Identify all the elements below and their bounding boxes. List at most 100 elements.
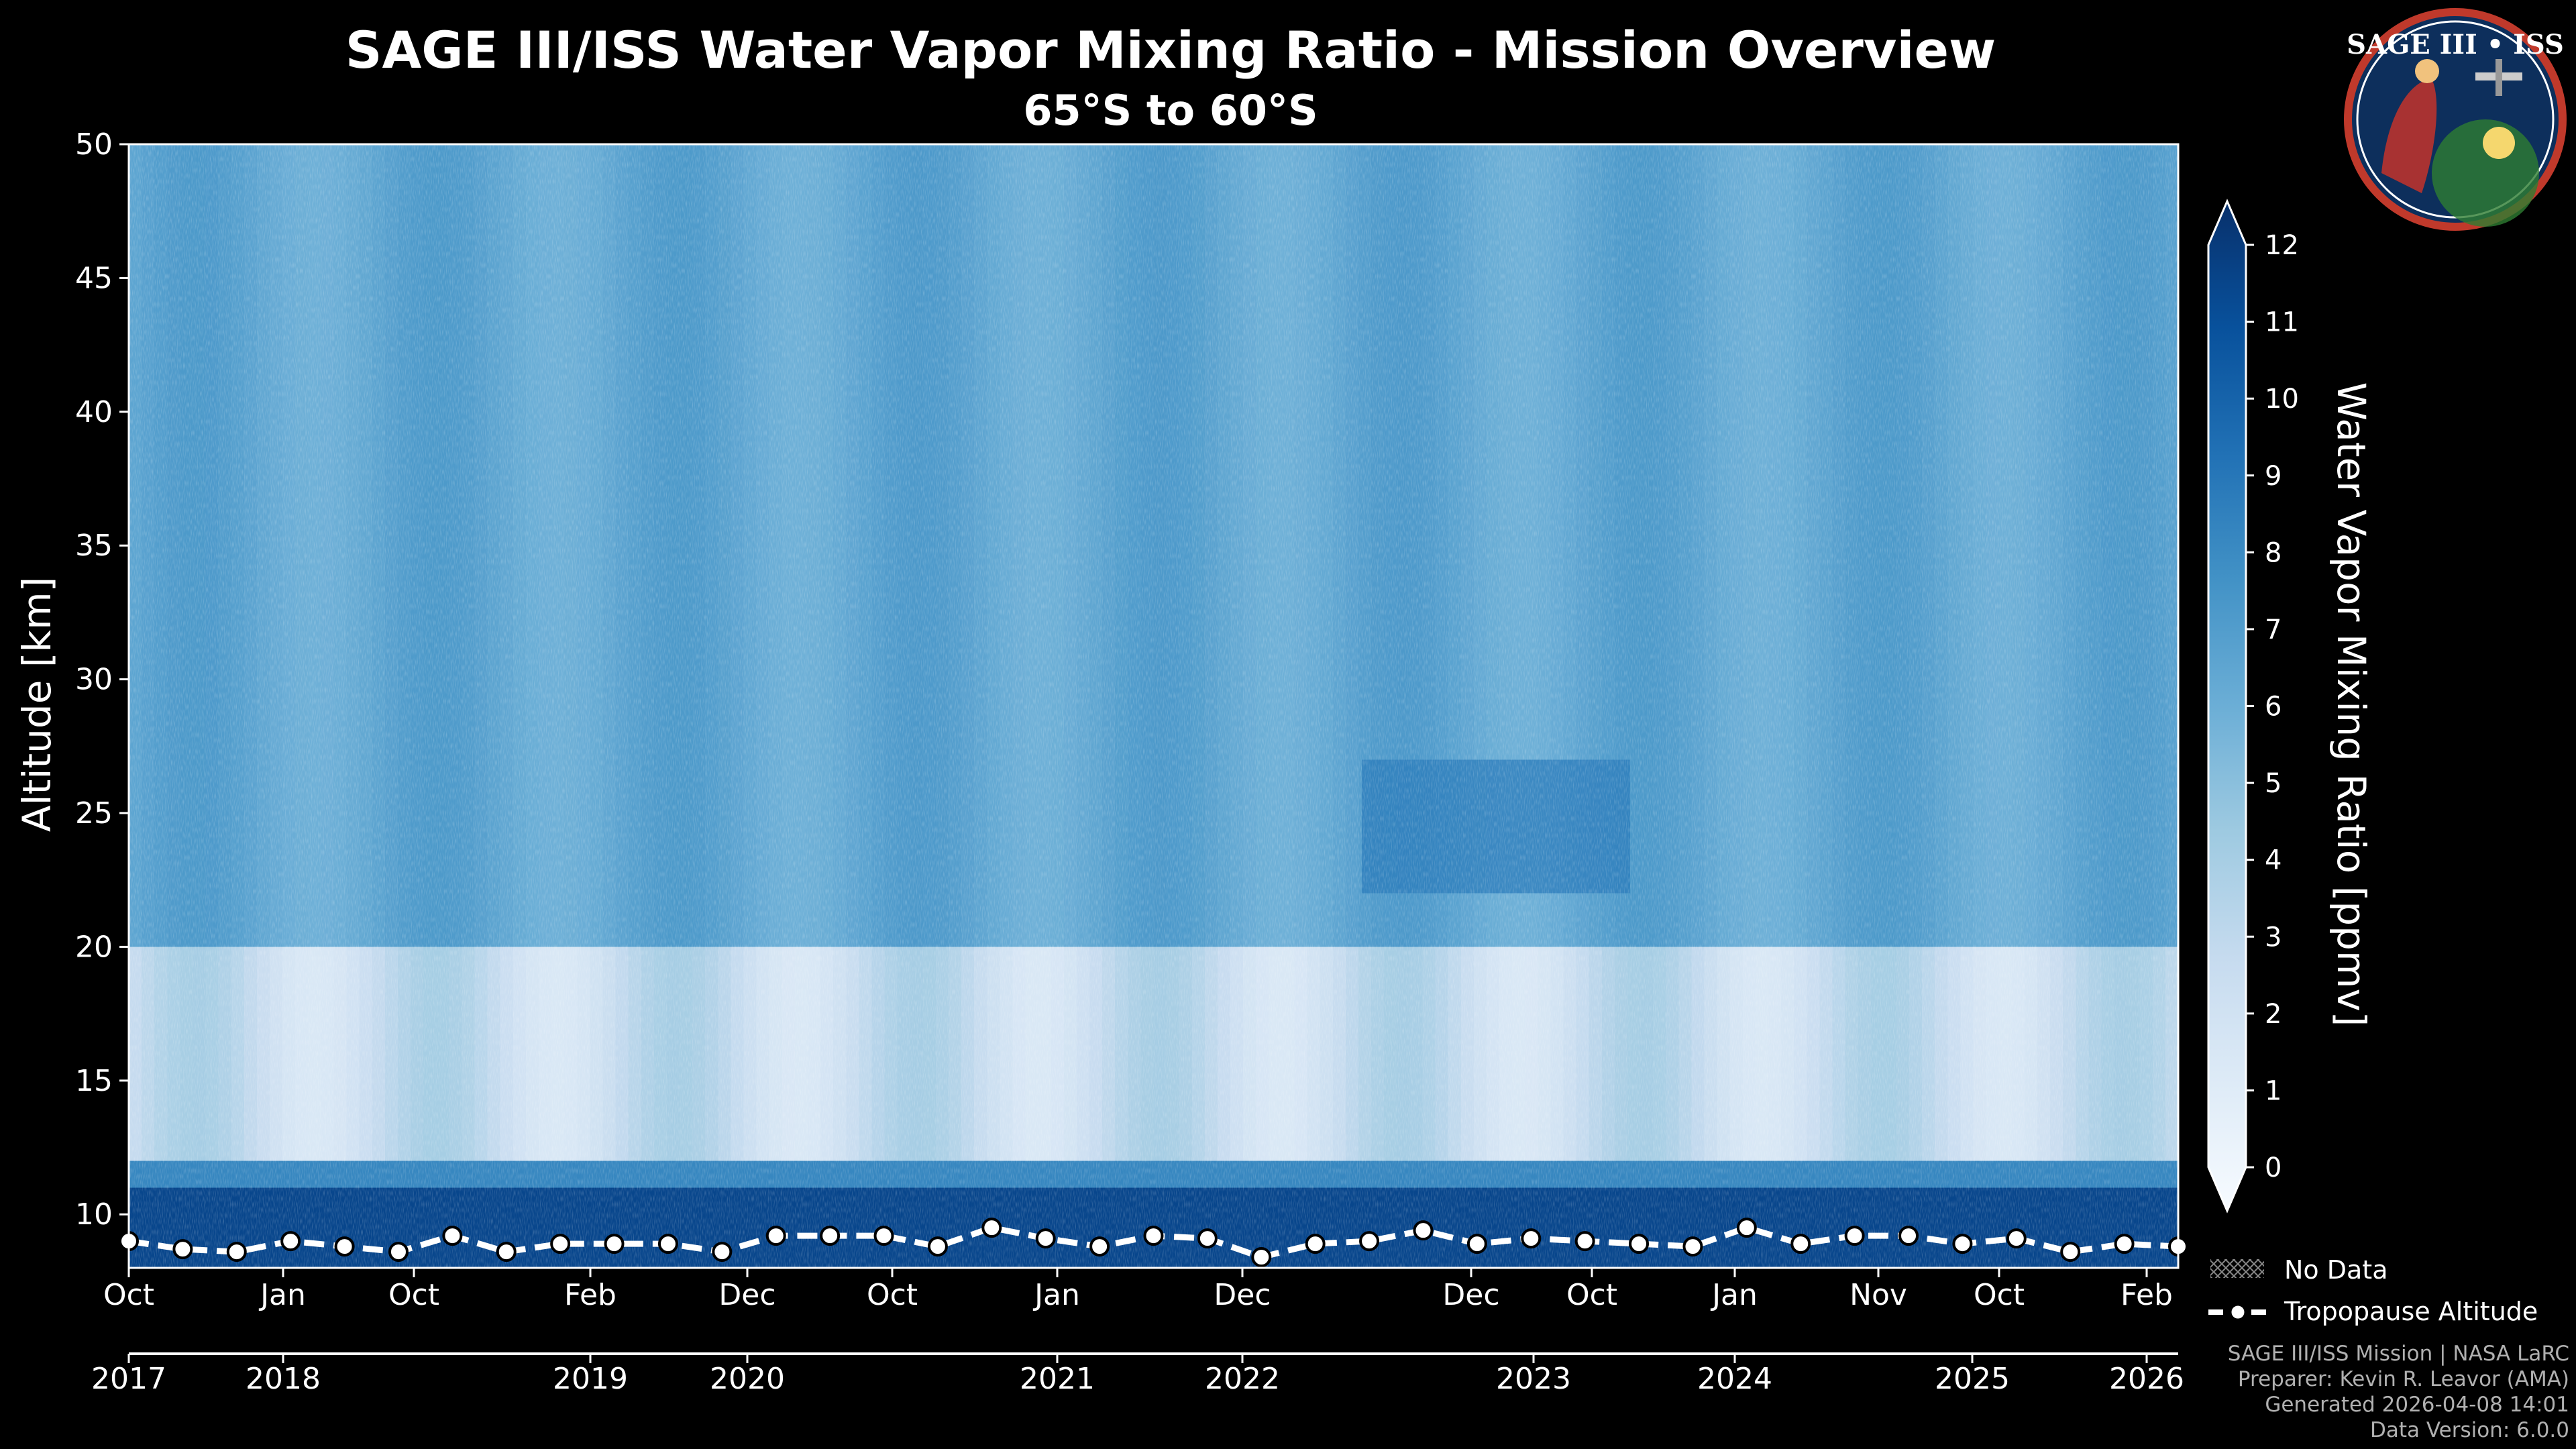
- tropopause-point: [1035, 1228, 1056, 1249]
- tropopause-point: [820, 1226, 841, 1246]
- tropopause-point: [712, 1242, 733, 1263]
- legend-item-tropopause: Tropopause Altitude: [2208, 1297, 2538, 1326]
- x-month-tick-label: Oct: [103, 1278, 154, 1312]
- tropopause-point: [1790, 1234, 1811, 1254]
- tropopause-point: [1574, 1231, 1595, 1252]
- x-year-tick-label: 2022: [1205, 1362, 1280, 1396]
- logo-title: SAGE III • ISS: [2347, 29, 2564, 60]
- x-year-tick-label: 2020: [710, 1362, 785, 1396]
- tropopause-point: [280, 1231, 301, 1252]
- legend-no-data-label: No Data: [2284, 1255, 2388, 1285]
- x-year-tick-label: 2026: [2109, 1362, 2184, 1396]
- x-month-tick-label: Jan: [1710, 1278, 1758, 1312]
- tropopause-point: [1413, 1220, 1434, 1241]
- y-tick-label: 10: [75, 1197, 113, 1232]
- x-month-tick-label: Oct: [1566, 1278, 1617, 1312]
- x-year-tick-label: 2017: [91, 1362, 166, 1396]
- tropopause-point: [1143, 1226, 1164, 1246]
- plot-frame: [127, 143, 2180, 1269]
- x-month-tick-label: Oct: [1974, 1278, 2025, 1312]
- y-tick-label: 40: [75, 395, 113, 429]
- chart-title: SAGE III/ISS Water Vapor Mixing Ratio - …: [345, 20, 1996, 80]
- sage-iss-logo: SAGE III • ISS: [2344, 8, 2567, 231]
- tropopause-point: [1359, 1231, 1380, 1252]
- footer-line-1: SAGE III/ISS Mission | NASA LaRC: [2227, 1342, 2569, 1366]
- x-month-tick-label: Oct: [867, 1278, 918, 1312]
- no-data-swatch: [2210, 1259, 2264, 1278]
- tropopause-point: [1305, 1234, 1326, 1254]
- tropopause-point: [1629, 1234, 1650, 1254]
- tropopause-point: [927, 1236, 948, 1257]
- colorbar-tick-label: 7: [2265, 614, 2282, 645]
- colorbar-tick-label: 0: [2265, 1152, 2282, 1183]
- x-month-tick-label: Nov: [1849, 1278, 1907, 1312]
- tropopause-point: [388, 1242, 409, 1263]
- x-year-tick-label: 2019: [553, 1362, 628, 1396]
- tropopause-point: [1197, 1228, 1218, 1249]
- y-tick-label: 45: [75, 261, 113, 295]
- tropopause-point: [981, 1218, 1002, 1238]
- tropopause-point: [442, 1226, 463, 1246]
- tropopause-series: [119, 1218, 2188, 1268]
- tropopause-point: [1844, 1226, 1865, 1246]
- x-month-tick-label: Dec: [1214, 1278, 1271, 1312]
- tropopause-legend-marker: [2229, 1303, 2247, 1321]
- colorbar-tick-label: 11: [2265, 307, 2299, 338]
- tropopause-point: [1521, 1228, 1542, 1249]
- x-axis-years: 2017 2018 2019 2020 2021 2022 2023 2024 2025 2026: [91, 1352, 2184, 1396]
- tropopause-point: [1736, 1218, 1757, 1238]
- tropopause-point: [1251, 1247, 1272, 1268]
- y-axis: 10 15 20 25 30 35 40 45 50: [75, 127, 129, 1232]
- tropopause-point: [334, 1236, 355, 1257]
- tropopause-point: [1898, 1226, 1919, 1246]
- colorbar-tick-label: 4: [2265, 845, 2282, 876]
- x-year-tick-label: 2018: [246, 1362, 321, 1396]
- tropopause-point: [2114, 1234, 2135, 1254]
- tropopause-point: [1466, 1234, 1487, 1254]
- tropopause-point: [1089, 1236, 1110, 1257]
- x-month-tick-label: Feb: [2121, 1278, 2173, 1312]
- colorbar-tick-label: 12: [2265, 230, 2299, 261]
- tropopause-point: [226, 1242, 247, 1263]
- chart-subtitle: 65°S to 60°S: [1023, 86, 1318, 135]
- colorbar-tick-label: 10: [2265, 384, 2299, 415]
- x-month-tick-label: Oct: [388, 1278, 439, 1312]
- x-month-tick-label: Jan: [1032, 1278, 1080, 1312]
- colorbar-gradient: [2207, 199, 2247, 1214]
- colorbar-tick-label: 5: [2265, 768, 2282, 799]
- y-tick-label: 30: [75, 663, 113, 697]
- tropopause-point: [1952, 1234, 1973, 1254]
- y-tick-label: 35: [75, 529, 113, 563]
- x-month-tick-label: Dec: [1442, 1278, 1499, 1312]
- y-tick-label: 15: [75, 1064, 113, 1098]
- y-tick-label: 20: [75, 930, 113, 964]
- x-year-tick-label: 2025: [1935, 1362, 2010, 1396]
- legend: No Data Tropopause Altitude: [2208, 1255, 2538, 1326]
- x-month-tick-label: Dec: [718, 1278, 775, 1312]
- colorbar-tick-label: 2: [2265, 999, 2282, 1030]
- x-year-tick-label: 2021: [1020, 1362, 1095, 1396]
- x-month-tick-label: Jan: [258, 1278, 306, 1312]
- tropopause-point: [873, 1226, 894, 1246]
- colorbar-tick-label: 9: [2265, 461, 2282, 492]
- x-month-tick-label: Feb: [564, 1278, 616, 1312]
- x-year-tick-label: 2023: [1496, 1362, 1571, 1396]
- x-year-tick-label: 2024: [1697, 1362, 1772, 1396]
- colorbar-tick-label: 8: [2265, 537, 2282, 568]
- legend-item-no-data: No Data: [2210, 1255, 2388, 1285]
- footer-line-4: Data Version: 6.0.0: [2369, 1418, 2569, 1442]
- y-tick-label: 50: [75, 127, 113, 162]
- tropopause-point: [496, 1242, 517, 1263]
- colorbar-tick-label: 6: [2265, 692, 2282, 722]
- footer-line-3: Generated 2026-04-08 14:01: [2265, 1393, 2569, 1417]
- noise-texture: [129, 144, 2178, 1268]
- tropopause-point: [765, 1226, 786, 1246]
- colorbar-tick-label: 1: [2265, 1075, 2282, 1106]
- y-tick-label: 25: [75, 796, 113, 830]
- tropopause-point: [2006, 1228, 2027, 1249]
- tropopause-point: [604, 1234, 625, 1254]
- tropopause-point: [1682, 1236, 1703, 1257]
